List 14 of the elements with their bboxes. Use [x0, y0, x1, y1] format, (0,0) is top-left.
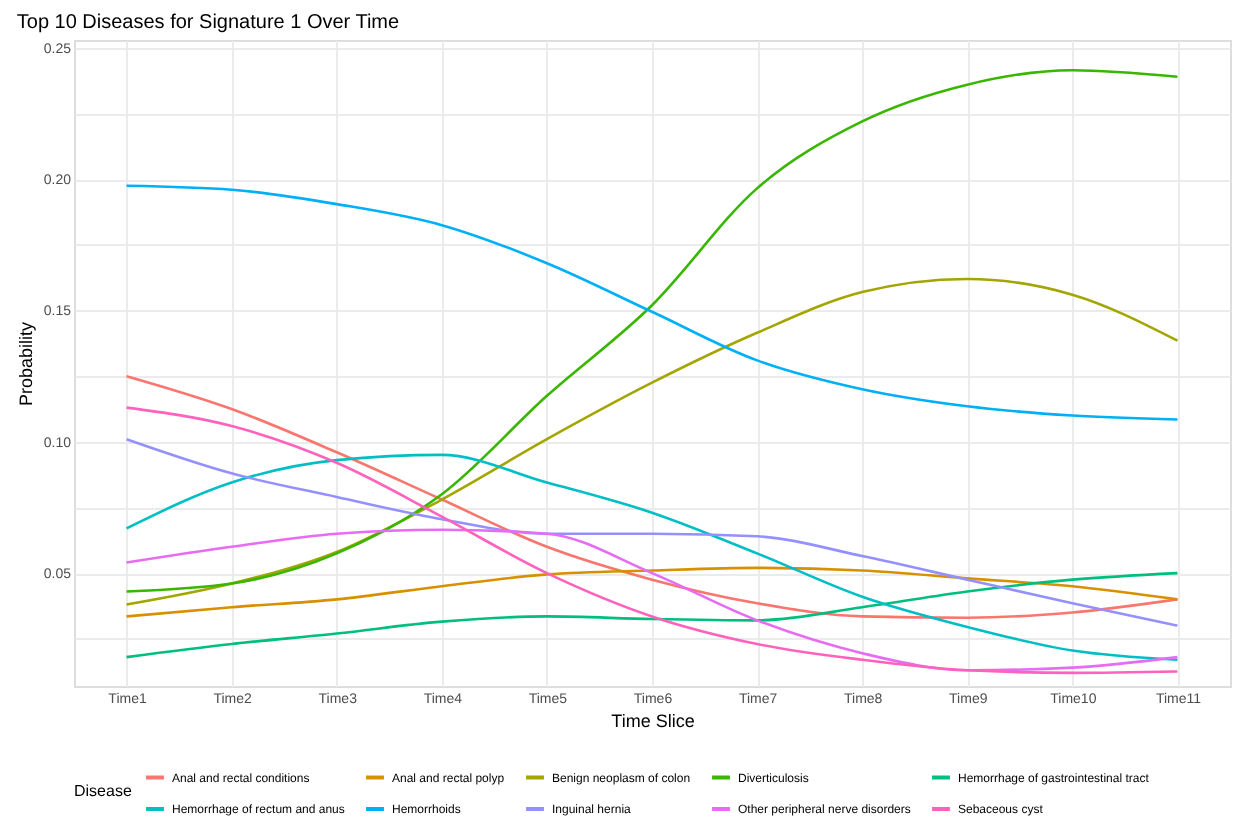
- line-series: [125, 277, 1179, 606]
- line-series: [125, 184, 1179, 421]
- chart-title: Top 10 Diseases for Signature 1 Over Time: [16, 11, 401, 34]
- y-axis-title: Probability: [15, 320, 36, 407]
- line-series: [125, 406, 1179, 675]
- line-series: [125, 68, 1179, 593]
- line-series: [125, 571, 1179, 659]
- line-series: [125, 374, 1179, 620]
- line-series: [125, 437, 1179, 627]
- line-series: [125, 566, 1179, 618]
- line-series: [125, 528, 1179, 672]
- line-series: [125, 453, 1179, 662]
- legend-title: Disease: [74, 782, 133, 800]
- x-axis-title: Time Slice: [611, 711, 695, 731]
